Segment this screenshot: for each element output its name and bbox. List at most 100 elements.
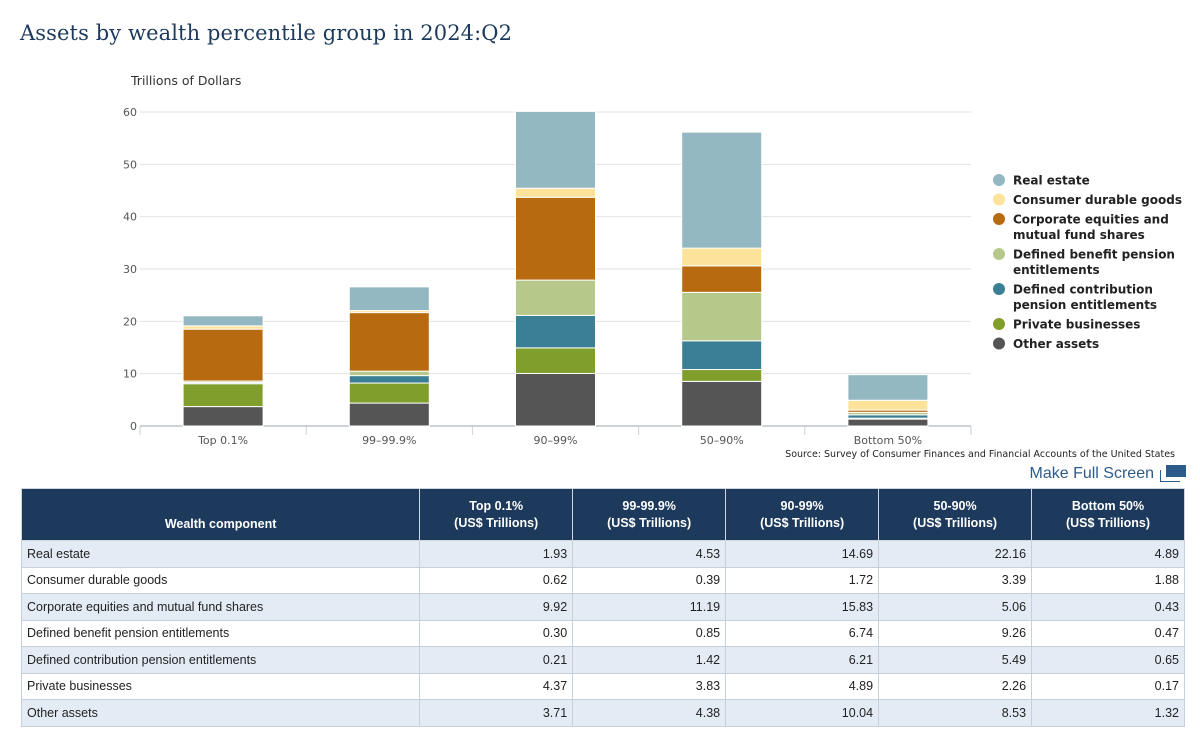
bar-segment[interactable]	[348, 370, 430, 377]
table-cell-label: Real estate	[20, 540, 421, 568]
column-header-label: Top 0.1%	[469, 498, 524, 513]
legend-label: Defined contribution	[1013, 283, 1153, 297]
bar-segment[interactable]	[182, 383, 264, 408]
legend: Real estate Consumer durable goods Corpora…	[993, 174, 1182, 351]
table-cell-value: 8.53	[878, 699, 1033, 727]
column-header-unit: (US$ Trillions)	[1065, 515, 1151, 530]
table-cell-label: Private businesses	[20, 672, 421, 700]
bar-segment[interactable]	[515, 314, 596, 349]
bar-segment[interactable]	[847, 374, 929, 401]
legend-label: entitlements	[1013, 263, 1100, 277]
bar-segment[interactable]	[515, 372, 596, 427]
bar-segment[interactable]	[348, 286, 430, 312]
legend-marker	[993, 337, 1005, 350]
bar-segment[interactable]	[348, 382, 430, 404]
bar-segment[interactable]	[847, 399, 929, 411]
legend-label: Private businesses	[1013, 318, 1140, 332]
column-header-label: 90-99%	[780, 498, 824, 513]
bar-segment[interactable]	[681, 265, 763, 293]
column-header: 50-90% (US$ Trillions)	[878, 488, 1033, 541]
table-cell-value: 0.39	[572, 566, 727, 594]
table-body: Real estate 1.93 4.53 14.69 22.16 4.89 Consume…	[20, 540, 1185, 727]
table-row: Other assets 3.71 4.38 10.04 8.53 1.32	[20, 699, 1185, 727]
bar-segment[interactable]	[847, 418, 929, 427]
bar-segment[interactable]	[348, 312, 430, 372]
bar-segment[interactable]	[348, 402, 430, 427]
column-header-component: Wealth component	[20, 488, 421, 541]
bar-segment[interactable]	[681, 340, 763, 371]
column-header-label: Wealth component	[164, 517, 277, 531]
column-header-unit: (US$ Trillions)	[454, 515, 539, 530]
table-cell-value: 5.06	[878, 593, 1033, 621]
y-axis-title: Trillions of Dollars	[130, 73, 241, 88]
column-header: 90-99% (US$ Trillions)	[725, 488, 880, 541]
bar-segment[interactable]	[515, 347, 596, 374]
bar-segment[interactable]	[515, 187, 596, 198]
table-cell-value: 1.42	[572, 646, 727, 674]
bar-segment[interactable]	[681, 247, 763, 267]
legend-item[interactable]: Consumer durable goods	[993, 193, 1182, 207]
bar-segment[interactable]	[515, 110, 596, 189]
bar-segment[interactable]	[847, 414, 929, 419]
table-cell-value: 0.85	[572, 619, 727, 647]
table-row: Consumer durable goods 0.62 0.39 1.72 3.39 1.…	[20, 566, 1185, 594]
legend-item[interactable]: Real estate	[993, 174, 1090, 188]
table-cell-value: 0.30	[419, 619, 574, 647]
bar-segment[interactable]	[182, 315, 264, 327]
legend-marker	[993, 213, 1005, 225]
x-tick-label: 50–90%	[700, 434, 744, 447]
bar-segment[interactable]	[348, 375, 430, 384]
table-cell-label: Defined contribution pension entitlement…	[20, 646, 421, 674]
table-header-row: Wealth component Top 0.1% (US$ Trillions) 9…	[20, 488, 1185, 541]
table-cell-value: 4.37	[419, 672, 574, 700]
table-cell-value: 2.26	[878, 672, 1033, 700]
table-cell-label: Other assets	[20, 699, 421, 727]
column-header: Bottom 50% (US$ Trillions)	[1031, 488, 1185, 541]
table-cell-value: 11.19	[572, 593, 727, 621]
legend-marker	[993, 174, 1005, 186]
x-tick-label: 90–99%	[534, 434, 578, 447]
table-cell-value: 3.71	[419, 699, 574, 727]
y-tick-label: 10	[123, 368, 137, 381]
table-cell-label: Defined benefit pension entitlements	[20, 619, 421, 647]
legend-item[interactable]: Other assets	[993, 337, 1099, 351]
table-cell-value: 3.39	[878, 566, 1033, 594]
table-cell-value: 15.83	[725, 593, 880, 621]
y-tick-label: 0	[130, 420, 137, 433]
table-row: Defined benefit pension entitlements 0.30…	[20, 619, 1185, 647]
x-tick-label: Bottom 50%	[854, 434, 922, 447]
legend-item[interactable]: Private businesses	[993, 318, 1140, 332]
table-row: Private businesses 4.37 3.83 4.89 2.26 0.17	[20, 672, 1185, 700]
table-cell-value: 4.89	[1031, 540, 1185, 568]
table-cell-value: 9.92	[419, 593, 574, 621]
make-full-screen-button[interactable]: Make Full Screen	[1030, 465, 1186, 483]
x-tick-label: Top 0.1%	[197, 434, 248, 447]
bar-segment[interactable]	[681, 131, 763, 249]
table-cell-value: 4.89	[725, 672, 880, 700]
table-cell-value: 0.21	[419, 646, 574, 674]
column-header-label: 99-99.9%	[622, 498, 676, 513]
bar-segment[interactable]	[515, 279, 596, 316]
column-header-unit: (US$ Trillions)	[760, 515, 845, 530]
fullscreen-icon	[1160, 465, 1186, 483]
bar-segment[interactable]	[681, 369, 763, 382]
table-cell-value: 1.32	[1031, 699, 1185, 727]
bar-segment[interactable]	[182, 406, 264, 427]
bar-segment[interactable]	[515, 196, 596, 281]
table-cell-value: 4.38	[572, 699, 727, 727]
column-header-unit: (US$ Trillions)	[607, 515, 692, 530]
bar-segment[interactable]	[182, 328, 264, 382]
table-cell-value: 10.04	[725, 699, 880, 727]
table-cell-label: Consumer durable goods	[20, 566, 421, 594]
table-row: Corporate equities and mutual fund share…	[20, 593, 1185, 621]
column-header-unit: (US$ Trillions)	[913, 515, 998, 530]
legend-label: Consumer durable goods	[1013, 193, 1182, 207]
y-tick-label: 50	[123, 158, 137, 171]
bar-segment[interactable]	[681, 291, 763, 342]
bar-segment[interactable]	[681, 380, 763, 427]
legend-label: mutual fund shares	[1013, 228, 1145, 242]
legend-label: Corporate equities and	[1013, 213, 1169, 227]
